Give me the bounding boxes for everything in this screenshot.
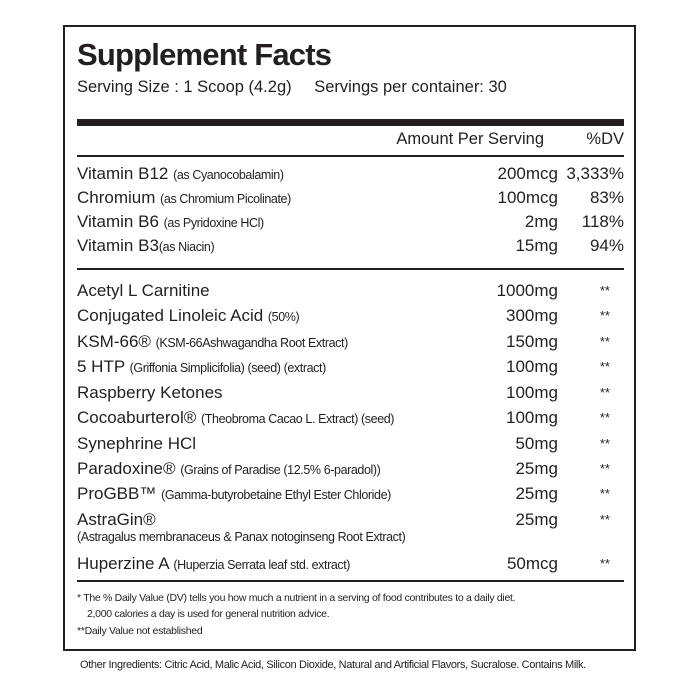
ingredient-row: Synephrine HCl 50mg ** bbox=[77, 434, 624, 458]
nutrient-detail: (as Niacin) bbox=[158, 240, 215, 254]
amount: 1000mg bbox=[496, 281, 558, 300]
daily-value: 118% bbox=[581, 212, 624, 231]
ingredient-row: 5 HTP (Griffonia Simplicifolia) (seed) (… bbox=[77, 357, 624, 381]
daily-value: ** bbox=[599, 461, 610, 476]
nutrient-detail: (as Pyridoxine HCl) bbox=[163, 216, 264, 230]
ingredient-detail: (Gamma-butyrobetaine Ethyl Ester Chlorid… bbox=[161, 488, 391, 502]
ingredient-row: Conjugated Linoleic Acid (50%) 300mg ** bbox=[77, 306, 624, 330]
amount: 25mg bbox=[515, 459, 558, 478]
nutrient-name: Vitamin B6 bbox=[77, 212, 159, 231]
vitamin-row: Chromium (as Chromium Picolinate) 100mcg 8… bbox=[77, 188, 624, 212]
header-dv: %DV bbox=[586, 130, 624, 148]
amount: 150mg bbox=[506, 332, 558, 351]
ingredient-name: Raspberry Ketones bbox=[77, 383, 223, 402]
daily-value: ** bbox=[599, 512, 610, 527]
daily-value: ** bbox=[599, 486, 610, 501]
daily-value: 83% bbox=[589, 188, 624, 207]
ingredient-name: ProGBB™ bbox=[77, 484, 157, 503]
nutrient-name: Vitamin B12 bbox=[77, 164, 169, 183]
panel-title: Supplement Facts bbox=[77, 37, 332, 72]
ingredient-row: Cocoaburterol® (Theobroma Cacao L. Extra… bbox=[77, 408, 624, 432]
ingredient-detail: (Grains of Paradise (12.5% 6-paradol)) bbox=[180, 463, 381, 477]
ingredient-detail: (Astragalus membranaceus & Panax notogin… bbox=[77, 530, 406, 544]
amount: 300mg bbox=[506, 306, 558, 325]
supplement-facts-panel: Supplement Facts Serving Size : 1 Scoop … bbox=[63, 25, 636, 651]
ingredient-row: Huperzine A (Huperzia Serrata leaf std. … bbox=[77, 554, 624, 578]
vitamin-row: Vitamin B12 (as Cyanocobalamin) 200mcg 3,3… bbox=[77, 164, 624, 188]
ingredient-detail: (Huperzia Serrata leaf std. extract) bbox=[173, 558, 351, 572]
amount: 25mg bbox=[515, 510, 558, 529]
footnote-not-established: **Daily Value not established bbox=[77, 625, 203, 637]
divider bbox=[77, 268, 624, 270]
amount: 25mg bbox=[515, 484, 558, 503]
nutrient-detail: (as Chromium Picolinate) bbox=[160, 192, 291, 206]
daily-value: 3,333% bbox=[566, 164, 624, 183]
divider bbox=[77, 155, 624, 157]
servings-per-container: Servings per container: 30 bbox=[314, 78, 507, 96]
vitamin-row: Vitamin B6 (as Pyridoxine HCl) 2mg 118% bbox=[77, 212, 624, 236]
amount: 200mcg bbox=[497, 164, 558, 183]
serving-info: Serving Size : 1 Scoop (4.2g) Servings p… bbox=[77, 78, 525, 97]
ingredient-name: Paradoxine® bbox=[77, 459, 176, 478]
ingredient-detail: (KSM-66Ashwagandha Root Extract) bbox=[155, 336, 349, 350]
thick-divider bbox=[77, 119, 624, 126]
amount: 50mg bbox=[515, 434, 558, 453]
nutrient-name: Vitamin B3 bbox=[77, 236, 159, 255]
ingredient-detail: (Theobroma Cacao L. Extract) (seed) bbox=[201, 412, 395, 426]
daily-value: ** bbox=[599, 410, 610, 425]
amount: 100mcg bbox=[497, 188, 558, 207]
amount: 100mg bbox=[506, 357, 558, 376]
footnote-dv: * The % Daily Value (DV) tells you how m… bbox=[77, 592, 516, 604]
daily-value: ** bbox=[599, 385, 610, 400]
amount: 15mg bbox=[515, 236, 558, 255]
ingredient-row: Acetyl L Carnitine 1000mg ** bbox=[77, 281, 624, 305]
divider bbox=[77, 580, 624, 582]
amount: 2mg bbox=[524, 212, 558, 231]
ingredient-row: AstraGin® (Astragalus membranaceus & Pana… bbox=[77, 510, 624, 550]
ingredient-name: 5 HTP bbox=[77, 357, 125, 376]
nutrient-name: Chromium bbox=[77, 188, 156, 207]
ingredient-name: Acetyl L Carnitine bbox=[77, 281, 210, 300]
vitamin-row: Vitamin B3(as Niacin) 15mg 94% bbox=[77, 236, 624, 260]
ingredient-name: Conjugated Linoleic Acid bbox=[77, 306, 264, 325]
ingredient-name: AstraGin® bbox=[77, 510, 156, 529]
ingredient-detail: (50%) bbox=[267, 310, 300, 324]
ingredient-row: Raspberry Ketones 100mg ** bbox=[77, 383, 624, 407]
ingredient-row: KSM-66® (KSM-66Ashwagandha Root Extract)… bbox=[77, 332, 624, 356]
ingredient-name: KSM-66® bbox=[77, 332, 151, 351]
amount: 100mg bbox=[506, 383, 558, 402]
serving-size: Serving Size : 1 Scoop (4.2g) bbox=[77, 78, 292, 96]
daily-value: ** bbox=[599, 359, 610, 374]
ingredient-name: Cocoaburterol® bbox=[77, 408, 197, 427]
other-ingredients: Other Ingredients: Citric Acid, Malic Ac… bbox=[80, 659, 586, 671]
daily-value: ** bbox=[599, 436, 610, 451]
daily-value: ** bbox=[599, 308, 610, 323]
amount: 100mg bbox=[506, 408, 558, 427]
header-amount: Amount Per Serving bbox=[396, 130, 544, 148]
footnote-calories: 2,000 calories a day is used for general… bbox=[87, 608, 330, 620]
nutrient-detail: (as Cyanocobalamin) bbox=[173, 168, 284, 182]
ingredient-row: Paradoxine® (Grains of Paradise (12.5% 6… bbox=[77, 459, 624, 483]
amount: 50mcg bbox=[506, 554, 558, 573]
daily-value: ** bbox=[599, 556, 610, 571]
ingredient-detail: (Griffonia Simplicifolia) (seed) (extrac… bbox=[129, 361, 327, 375]
ingredient-row: ProGBB™ (Gamma-butyrobetaine Ethyl Ester… bbox=[77, 484, 624, 508]
daily-value: ** bbox=[599, 283, 610, 298]
daily-value: ** bbox=[599, 334, 610, 349]
ingredient-name: Synephrine HCl bbox=[77, 434, 197, 453]
ingredient-name: Huperzine A bbox=[77, 554, 169, 573]
daily-value: 94% bbox=[589, 236, 624, 255]
